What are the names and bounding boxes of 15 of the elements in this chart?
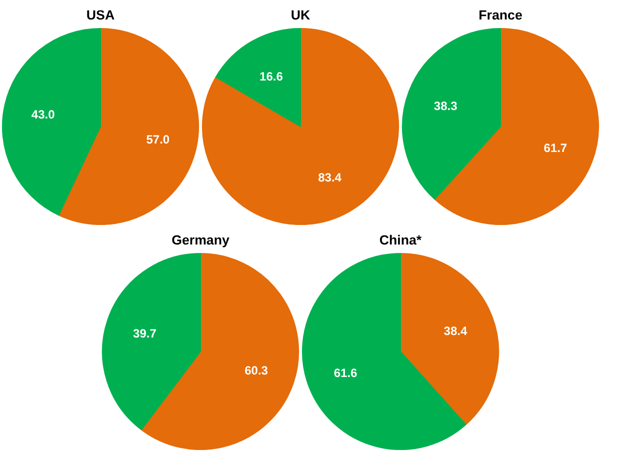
data-label: 57.0 <box>146 132 170 147</box>
data-label: 39.7 <box>133 326 157 340</box>
data-label: 38.4 <box>444 324 468 338</box>
data-label: 61.6 <box>334 366 358 380</box>
data-label: 43.0 <box>31 107 56 122</box>
chart-title: China* <box>379 232 422 248</box>
chart-title: Germany <box>172 232 230 248</box>
data-label: 38.3 <box>434 99 458 114</box>
chart-title: France <box>478 8 522 22</box>
chart-title: USA <box>86 8 115 22</box>
data-label: 60.3 <box>244 364 268 378</box>
chart-title: UK <box>290 8 310 22</box>
data-label: 16.6 <box>260 70 284 84</box>
data-label: 83.4 <box>318 170 342 184</box>
data-label: 61.7 <box>544 140 568 155</box>
